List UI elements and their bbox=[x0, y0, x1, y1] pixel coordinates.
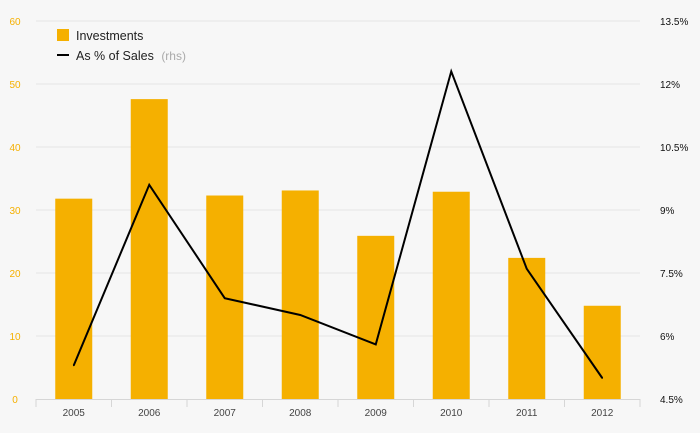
left-tick-label: 60 bbox=[9, 17, 21, 28]
left-tick-label: 10 bbox=[9, 332, 21, 343]
right-axis-ticks: 4.5% 6% 7.5% 9% 10.5% 12% 13.5% bbox=[660, 17, 688, 406]
right-tick-label: 12% bbox=[660, 80, 680, 91]
sales-share-line bbox=[72, 68, 604, 379]
line-point-2012 bbox=[601, 377, 604, 379]
line-point-2005 bbox=[72, 364, 75, 367]
legend-label-sales-share: As % of Sales (rhs) bbox=[76, 49, 186, 63]
x-tick-label: 2008 bbox=[289, 408, 312, 419]
legend-label-investments: Investments bbox=[76, 29, 143, 43]
right-tick-label: 10.5% bbox=[660, 143, 688, 154]
x-tick-label: 2006 bbox=[138, 408, 161, 419]
left-tick-label: 40 bbox=[9, 143, 21, 154]
legend: Investments As % of Sales (rhs) bbox=[57, 29, 186, 63]
line-point-2006 bbox=[148, 184, 151, 186]
x-tick-label: 2007 bbox=[214, 408, 237, 419]
right-tick-label: 4.5% bbox=[660, 395, 683, 406]
line-point-2009 bbox=[374, 343, 377, 346]
left-axis-ticks: 0 10 20 30 40 50 60 bbox=[9, 17, 21, 406]
bar-2009 bbox=[357, 235, 395, 399]
line-point-2011 bbox=[525, 268, 528, 270]
bar-2011 bbox=[508, 257, 546, 399]
x-tick-label: 2011 bbox=[516, 408, 538, 419]
line-point-2008 bbox=[299, 314, 302, 316]
line-point-2010 bbox=[450, 70, 453, 73]
x-tick-label: 2012 bbox=[591, 408, 614, 419]
gridlines bbox=[36, 20, 640, 337]
right-tick-label: 6% bbox=[660, 332, 675, 343]
right-tick-label: 7.5% bbox=[660, 269, 683, 280]
x-tick-label: 2005 bbox=[63, 408, 86, 419]
legend-swatch-investments bbox=[57, 29, 69, 41]
right-tick-label: 9% bbox=[660, 206, 675, 217]
left-tick-label: 30 bbox=[9, 206, 21, 217]
bar-2008 bbox=[281, 190, 319, 399]
left-tick-label: 20 bbox=[9, 269, 21, 280]
x-tick-label: 2010 bbox=[440, 408, 463, 419]
left-tick-label: 0 bbox=[12, 395, 18, 406]
bar-2012 bbox=[583, 305, 621, 399]
investment-bars bbox=[55, 99, 621, 400]
right-tick-label: 13.5% bbox=[660, 17, 688, 28]
left-tick-label: 50 bbox=[9, 80, 21, 91]
bar-2010 bbox=[432, 191, 470, 399]
x-axis-ticks: 2005 2006 2007 2008 2009 2010 2011 2012 bbox=[63, 408, 614, 419]
legend-label-sales-share-name: As % of Sales bbox=[76, 49, 154, 63]
bar-2005 bbox=[55, 198, 93, 399]
sales-share-polyline bbox=[72, 68, 604, 379]
bar-2006 bbox=[130, 99, 168, 400]
line-point-2007 bbox=[223, 297, 226, 300]
x-tick-label: 2009 bbox=[365, 408, 388, 419]
x-axis bbox=[35, 399, 641, 407]
legend-label-sales-share-note: (rhs) bbox=[161, 49, 186, 63]
